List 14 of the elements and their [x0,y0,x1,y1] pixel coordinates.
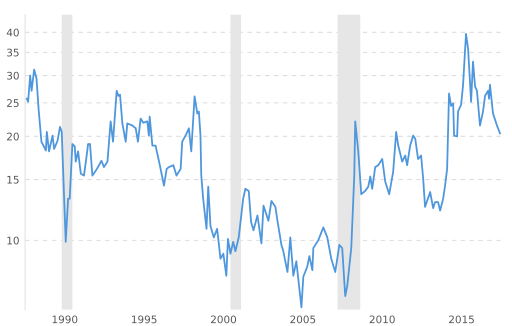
x-tick-label: 1995 [132,315,156,324]
y-tick-label: 15 [7,176,19,184]
y-tick-label: 35 [7,48,19,56]
y-tick-label: 25 [7,99,19,107]
x-tick-label: 2015 [449,315,474,324]
x-tick-label: 2005 [290,315,316,324]
y-tick-label: 30 [7,72,19,80]
y-tick-label: 40 [6,28,19,36]
y-tick-label: 20 [7,132,19,140]
x-tick-label: 1990 [52,315,78,324]
x-tick-label: 2010 [370,315,395,324]
y-tick-label: 10 [7,236,19,244]
line-series [26,32,501,308]
x-tick-label: 2000 [210,315,236,324]
